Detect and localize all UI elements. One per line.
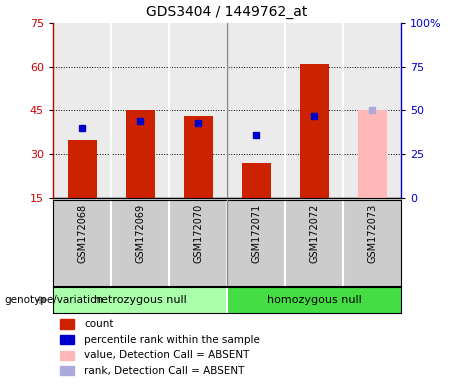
Text: GSM172072: GSM172072 (309, 204, 319, 263)
Bar (358, 111, 387, 198)
Bar (53, 287, 227, 313)
Text: count: count (84, 319, 114, 329)
Bar (125, 111, 154, 198)
Text: GSM172070: GSM172070 (193, 204, 203, 263)
Bar (60, 366, 74, 376)
Text: GSM172073: GSM172073 (367, 204, 377, 263)
Text: percentile rank within the sample: percentile rank within the sample (84, 334, 260, 344)
Text: homozygous null: homozygous null (266, 295, 361, 305)
Bar (227, 287, 401, 313)
Bar (67, 139, 96, 198)
Text: GSM172068: GSM172068 (77, 204, 87, 263)
Bar (60, 319, 74, 329)
Text: genotype/variation: genotype/variation (5, 295, 104, 305)
Text: value, Detection Call = ABSENT: value, Detection Call = ABSENT (84, 350, 250, 360)
Text: GSM172069: GSM172069 (135, 204, 145, 263)
Text: hetrozygous null: hetrozygous null (94, 295, 186, 305)
Title: GDS3404 / 1449762_at: GDS3404 / 1449762_at (146, 5, 308, 19)
Bar (242, 163, 271, 198)
Bar (60, 351, 74, 360)
Bar (300, 64, 329, 198)
Bar (60, 335, 74, 344)
Text: GSM172071: GSM172071 (251, 204, 261, 263)
Text: rank, Detection Call = ABSENT: rank, Detection Call = ABSENT (84, 366, 245, 376)
Bar (183, 116, 213, 198)
